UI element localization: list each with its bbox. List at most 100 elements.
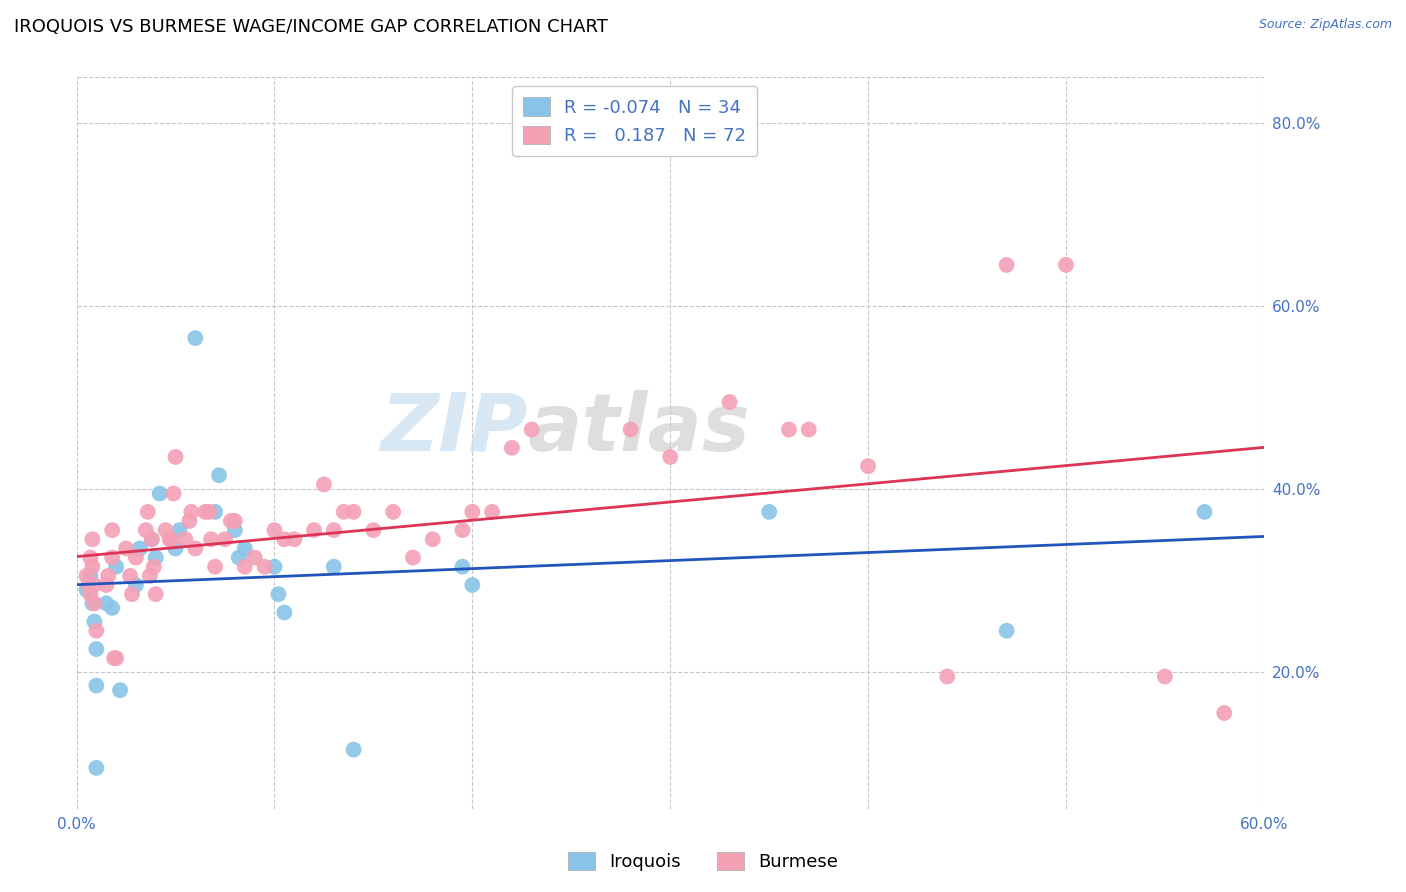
Text: ZIP: ZIP	[381, 390, 527, 467]
Point	[103, 651, 125, 665]
Point	[174, 533, 197, 547]
Point	[125, 578, 148, 592]
Point	[302, 523, 325, 537]
Point	[1213, 706, 1236, 720]
Point	[451, 523, 474, 537]
Point	[659, 450, 682, 464]
Point	[184, 541, 207, 556]
Point	[342, 505, 364, 519]
Point	[75, 569, 97, 583]
Point	[204, 505, 226, 519]
Point	[97, 569, 120, 583]
Point	[82, 533, 104, 547]
Legend: R = -0.074   N = 34, R =   0.187   N = 72: R = -0.074 N = 34, R = 0.187 N = 72	[512, 87, 758, 156]
Point	[778, 423, 800, 437]
Point	[149, 486, 172, 500]
Text: Source: ZipAtlas.com: Source: ZipAtlas.com	[1258, 18, 1392, 31]
Point	[1054, 258, 1077, 272]
Point	[718, 395, 741, 409]
Legend: Iroquois, Burmese: Iroquois, Burmese	[561, 845, 845, 879]
Point	[200, 533, 222, 547]
Point	[86, 761, 108, 775]
Point	[101, 523, 124, 537]
Point	[194, 505, 217, 519]
Point	[283, 533, 305, 547]
Point	[204, 559, 226, 574]
Point	[179, 514, 201, 528]
Point	[995, 258, 1018, 272]
Point	[322, 523, 344, 537]
Point	[184, 331, 207, 345]
Point	[520, 423, 543, 437]
Point	[118, 569, 141, 583]
Point	[139, 569, 162, 583]
Point	[273, 606, 295, 620]
Point	[79, 587, 101, 601]
Point	[422, 533, 444, 547]
Point	[382, 505, 405, 519]
Point	[214, 533, 236, 547]
Point	[342, 742, 364, 756]
Point	[461, 505, 484, 519]
Point	[243, 550, 266, 565]
Text: IROQUOIS VS BURMESE WAGE/INCOME GAP CORRELATION CHART: IROQUOIS VS BURMESE WAGE/INCOME GAP CORR…	[14, 18, 607, 36]
Point	[83, 615, 105, 629]
Point	[96, 596, 118, 610]
Point	[159, 533, 181, 547]
Point	[135, 523, 157, 537]
Point	[233, 541, 256, 556]
Point	[115, 541, 138, 556]
Point	[208, 468, 231, 483]
Point	[758, 505, 780, 519]
Point	[856, 459, 879, 474]
Point	[461, 578, 484, 592]
Point	[253, 559, 276, 574]
Point	[169, 523, 191, 537]
Point	[219, 514, 242, 528]
Point	[501, 441, 523, 455]
Point	[995, 624, 1018, 638]
Point	[79, 550, 101, 565]
Point	[160, 533, 183, 547]
Point	[402, 550, 425, 565]
Point	[101, 550, 124, 565]
Point	[162, 486, 184, 500]
Point	[263, 523, 285, 537]
Point	[312, 477, 335, 491]
Point	[77, 578, 100, 592]
Point	[136, 505, 159, 519]
Point	[936, 669, 959, 683]
Point	[141, 533, 163, 547]
Point	[165, 541, 187, 556]
Point	[141, 533, 163, 547]
Point	[105, 651, 128, 665]
Point	[228, 550, 250, 565]
Point	[75, 582, 97, 597]
Point	[224, 523, 246, 537]
Point	[322, 559, 344, 574]
Point	[86, 679, 108, 693]
Point	[165, 450, 187, 464]
Point	[451, 559, 474, 574]
Point	[82, 559, 104, 574]
Point	[198, 505, 221, 519]
Point	[96, 578, 118, 592]
Point	[224, 514, 246, 528]
Point	[620, 423, 643, 437]
Point	[83, 578, 105, 592]
Point	[108, 683, 131, 698]
Point	[142, 559, 165, 574]
Point	[1194, 505, 1216, 519]
Point	[105, 559, 128, 574]
Point	[363, 523, 385, 537]
Point	[101, 600, 124, 615]
Point	[1154, 669, 1177, 683]
Point	[481, 505, 503, 519]
Point	[86, 624, 108, 638]
Point	[125, 550, 148, 565]
Point	[86, 642, 108, 657]
Point	[145, 587, 167, 601]
Point	[273, 533, 295, 547]
Point	[180, 505, 202, 519]
Point	[233, 559, 256, 574]
